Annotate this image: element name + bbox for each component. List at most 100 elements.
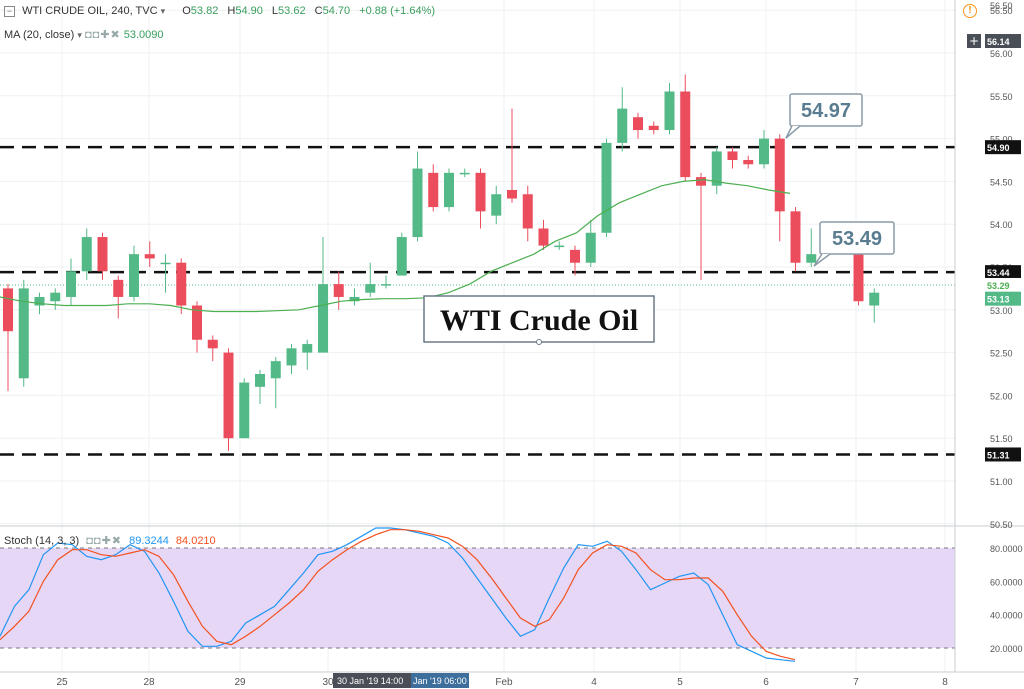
- candle: [680, 74, 691, 182]
- candle-body: [428, 172, 439, 208]
- tag-resistance: 54.90: [985, 140, 1021, 155]
- candle-body: [601, 142, 612, 233]
- candle: [97, 232, 108, 280]
- y-tick-label: 56.00: [990, 49, 1013, 59]
- tag-support: 51.31: [985, 447, 1021, 462]
- candle-body: [144, 254, 155, 259]
- indicator-controls-icon[interactable]: ◘◘✚✖: [86, 535, 123, 547]
- high-label: H: [227, 5, 236, 17]
- tag-ma-bg: [985, 277, 1021, 292]
- ma-value: 53.0090: [123, 29, 164, 41]
- candle-body: [318, 284, 328, 353]
- callout-high-text: 54.97: [801, 100, 851, 122]
- moving-average-line: [0, 179, 791, 313]
- ma-legend[interactable]: MA (20, close) ▾ ◘◘✚✖ 53.0090: [4, 28, 164, 41]
- candle: [522, 185, 533, 242]
- y-tick-top: 56.50: [990, 1, 1013, 11]
- candle-body: [255, 374, 265, 387]
- candle-body: [18, 288, 29, 379]
- candle-body: [585, 232, 596, 263]
- candle: [192, 301, 202, 353]
- tag-last-bg: [985, 291, 1021, 306]
- candle: [601, 138, 612, 238]
- candle-body: [727, 151, 738, 160]
- ma20-line: [0, 179, 791, 313]
- high-value: 54.90: [235, 5, 263, 17]
- candle: [491, 185, 502, 225]
- alert-icon[interactable]: !: [963, 4, 977, 18]
- candle: [349, 288, 360, 306]
- candle: [113, 275, 124, 319]
- y-tick-label: 54.50: [990, 177, 1013, 187]
- candle-body: [34, 296, 45, 306]
- chevron-down-icon[interactable]: ▾: [160, 6, 166, 16]
- stoch-tick-label: 40.0000: [990, 611, 1023, 621]
- candle: [144, 241, 155, 267]
- candle: [554, 241, 565, 250]
- close-value: 54.70: [322, 5, 351, 17]
- candle-body: [129, 254, 139, 297]
- y-tick-label: 50.50: [990, 520, 1013, 530]
- chevron-down-icon[interactable]: ▾: [77, 30, 82, 40]
- candle-body: [176, 262, 187, 306]
- candle: [412, 151, 423, 242]
- time-crosshair-tags: 30 Jan '19 14:00 Jan '19 06:00: [333, 673, 469, 688]
- candle: [711, 147, 722, 195]
- candle: [239, 378, 250, 439]
- candle: [774, 134, 785, 242]
- tag-pivot: 53.44: [985, 265, 1021, 280]
- candle: [129, 245, 139, 302]
- x-tick-label: 7: [853, 677, 859, 688]
- y-tick-label: 54.00: [990, 220, 1013, 230]
- candle: [696, 172, 706, 280]
- time-tag-text: 30 Jan '19 14:00: [337, 676, 403, 686]
- candle: [396, 232, 407, 276]
- close-label: C: [314, 5, 323, 17]
- y-tick-label: 52.00: [990, 391, 1013, 401]
- candle: [160, 254, 171, 293]
- candle-body: [711, 151, 722, 186]
- candle: [318, 237, 328, 353]
- candle: [207, 335, 218, 362]
- candle: [3, 284, 13, 392]
- time-tag-bg: [333, 673, 411, 688]
- title-box[interactable]: WTI Crude Oil: [423, 295, 655, 345]
- candle: [223, 348, 234, 452]
- x-tick-label: 8: [942, 677, 948, 688]
- y-tick-label: 55.50: [990, 92, 1013, 102]
- candle: [538, 219, 549, 250]
- indicator-controls-icon[interactable]: ◘◘✚✖: [84, 29, 121, 41]
- tag-last-text: 53.13: [987, 295, 1010, 305]
- candle: [333, 271, 344, 310]
- collapse-icon[interactable]: −: [4, 5, 15, 17]
- candle-body: [3, 288, 13, 332]
- candle: [286, 344, 297, 374]
- candle-body: [223, 352, 234, 439]
- candle-body: [664, 91, 675, 131]
- stochastic-panel: [0, 525, 1024, 662]
- time-tag2-text: Jan '19 06:00: [413, 676, 467, 686]
- candle: [18, 279, 29, 387]
- candle-body: [97, 237, 108, 272]
- change-value: +0.88 (+1.64%): [359, 5, 436, 17]
- candle: [81, 228, 92, 280]
- stoch-k-line: [0, 527, 796, 662]
- plus-icon: +: [969, 34, 979, 48]
- candle-body: [286, 348, 297, 366]
- x-tick-label: 5: [677, 677, 683, 688]
- low-label: L: [271, 5, 279, 17]
- stoch-label: Stoch (14, 3, 3): [4, 535, 80, 547]
- anchor-handle[interactable]: [536, 339, 542, 345]
- y-tick-label: 55.00: [990, 135, 1013, 145]
- candle-body: [50, 292, 61, 302]
- symbol-title[interactable]: WTI CRUDE OIL, 240, TVC: [22, 5, 158, 17]
- candle: [255, 369, 265, 404]
- callout-54-97[interactable]: 54.97: [785, 93, 863, 139]
- candle-body: [270, 361, 281, 379]
- y-tick-label: 56.50: [990, 6, 1013, 16]
- stoch-legend[interactable]: Stoch (14, 3, 3) ◘◘✚✖ 89.3244 84.0210: [4, 534, 216, 547]
- tag-ma: 53.29: [985, 277, 1021, 292]
- callout-53-49[interactable]: 53.49: [813, 221, 895, 267]
- candle-body: [617, 108, 628, 143]
